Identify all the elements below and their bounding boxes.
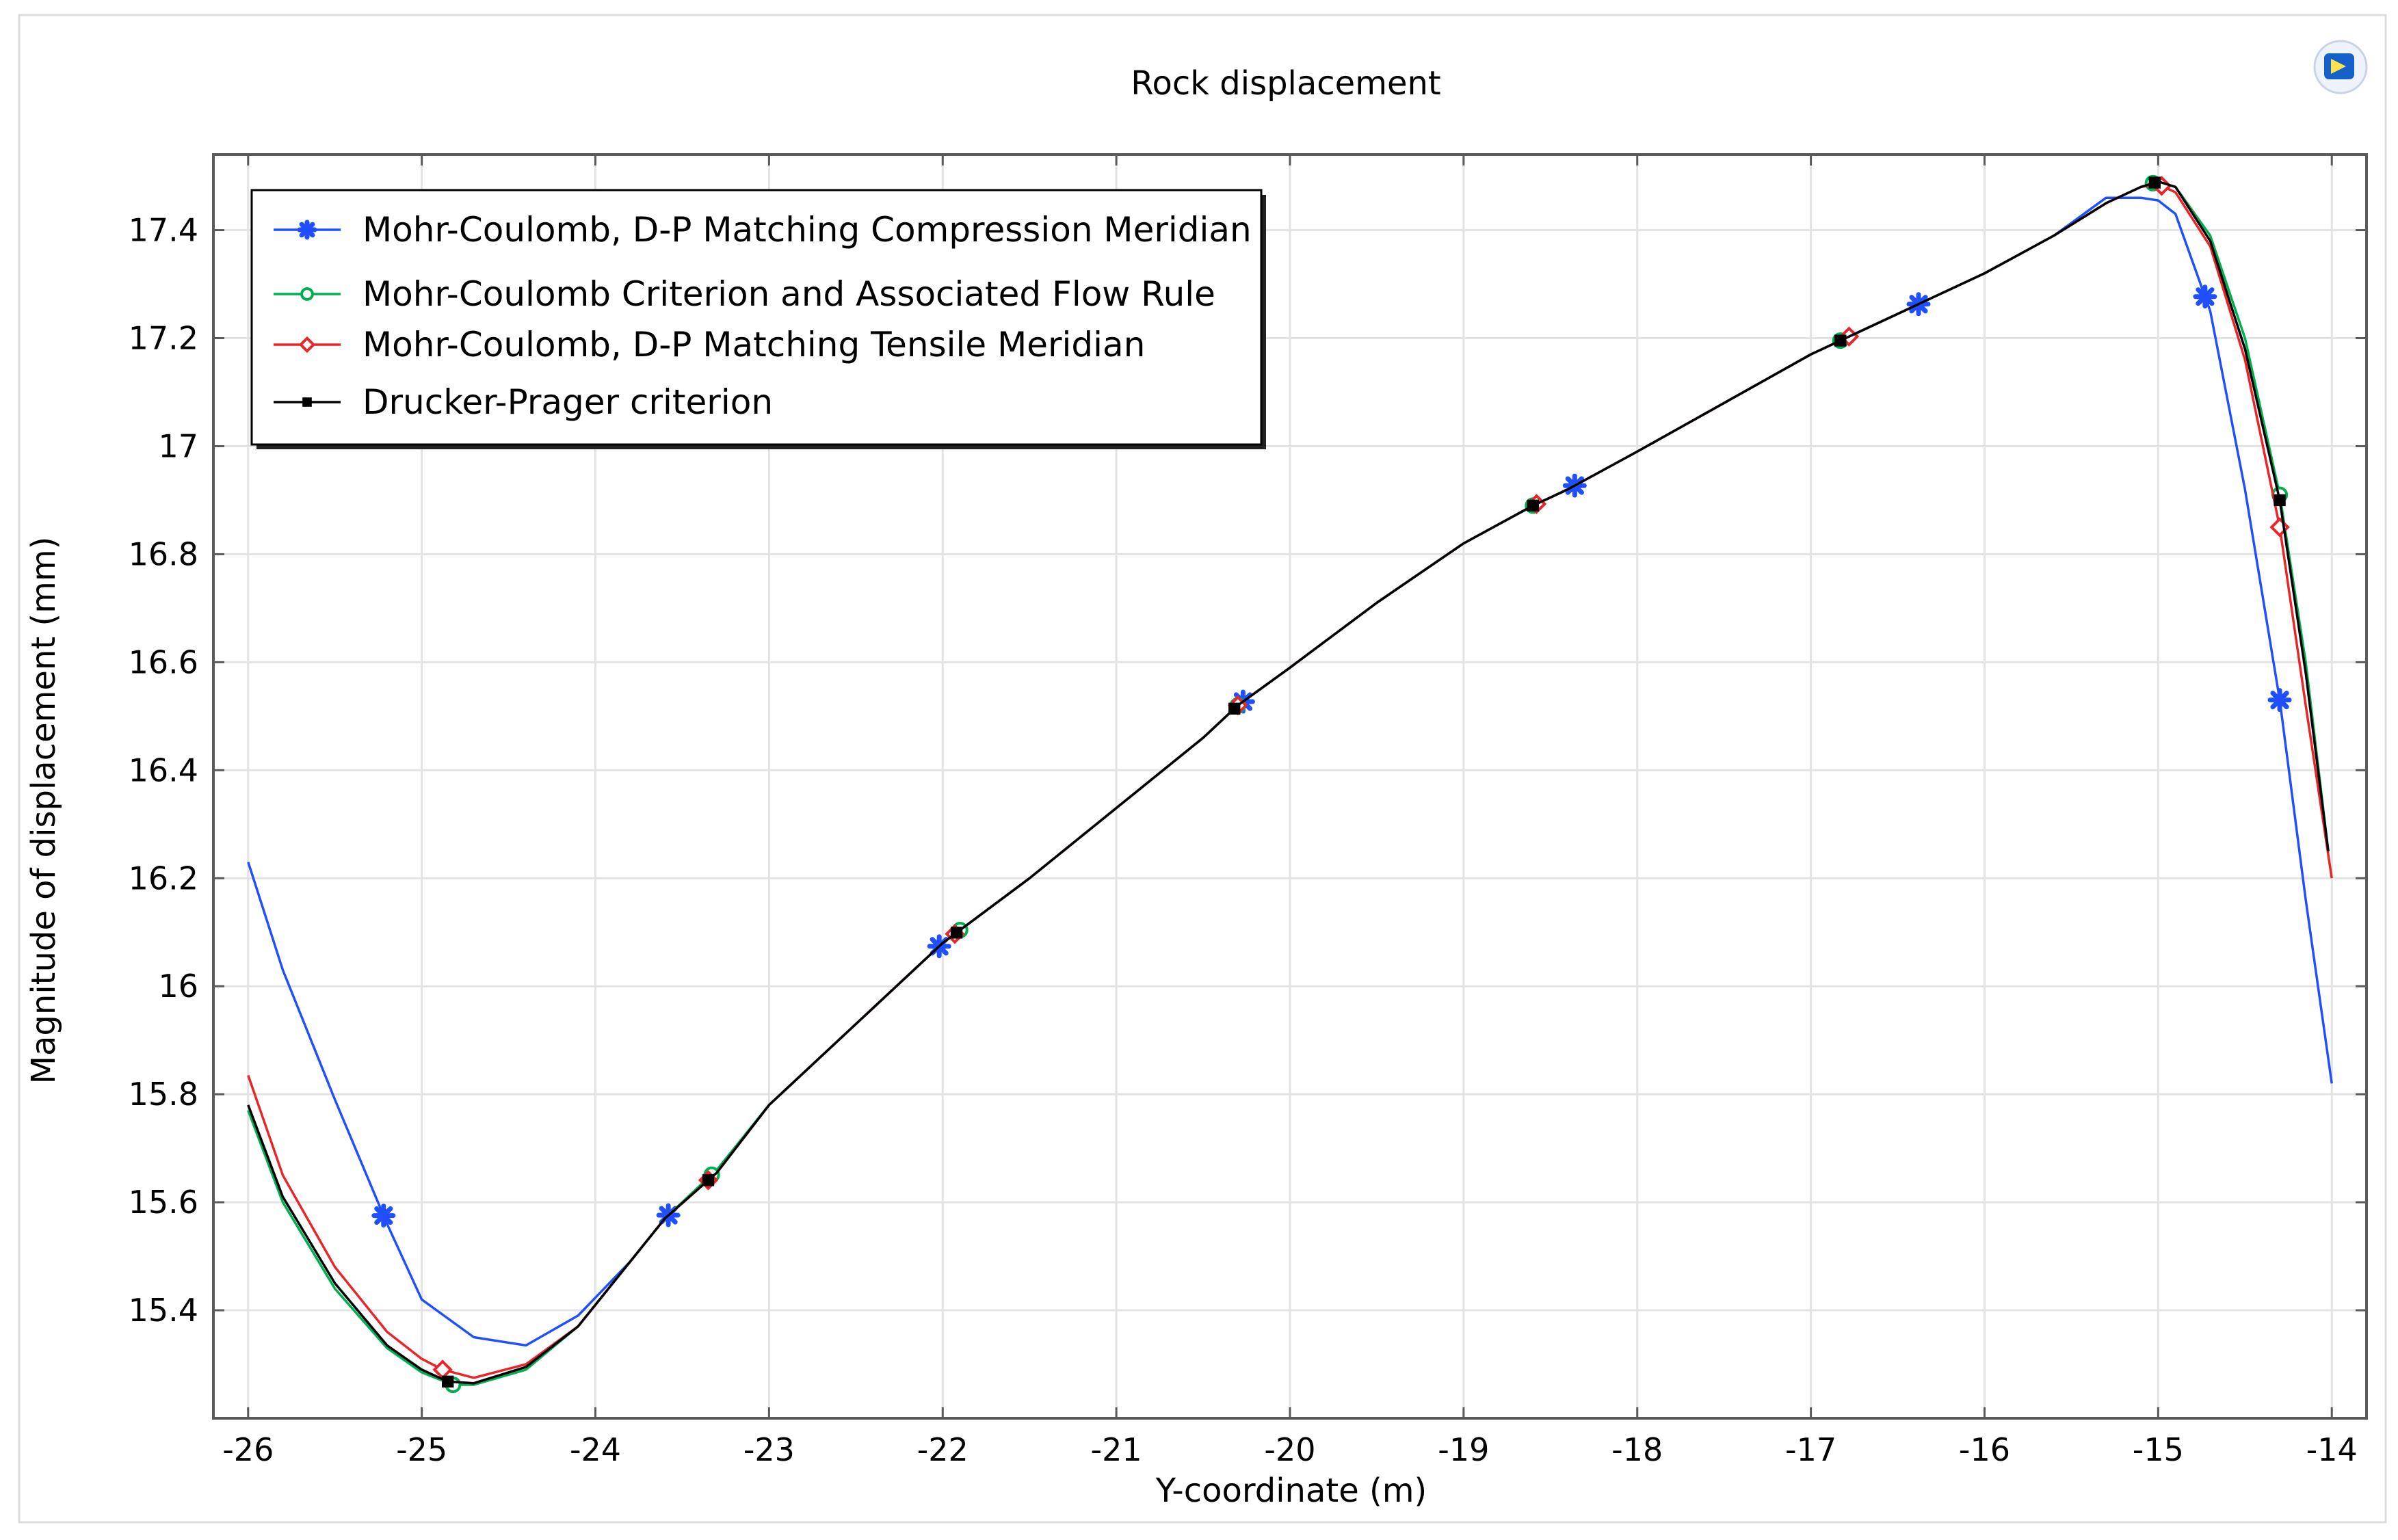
legend: Mohr-Coulomb, D-P Matching Compression M… bbox=[250, 189, 1266, 449]
legend-entry-mohr-coulomb-d-p-matching-compression-meridian: Mohr-Coulomb, D-P Matching Compression M… bbox=[274, 210, 1252, 250]
x-tick-label: -20 bbox=[1264, 1431, 1315, 1468]
marker-star bbox=[297, 220, 317, 240]
x-tick-label: -23 bbox=[743, 1431, 795, 1468]
x-tick-label: -15 bbox=[2133, 1431, 2184, 1468]
legend-box bbox=[250, 189, 1263, 446]
marker-square bbox=[1228, 702, 1241, 715]
y-tick-label: 16.2 bbox=[129, 860, 198, 897]
x-tick-label: -22 bbox=[917, 1431, 969, 1468]
marker-square bbox=[950, 927, 963, 939]
y-tick-label: 17 bbox=[158, 427, 198, 464]
x-tick-label: -17 bbox=[1785, 1431, 1836, 1468]
series-drucker-prager-criterion bbox=[247, 176, 2330, 1388]
y-tick-label: 17.2 bbox=[129, 320, 198, 357]
comsol-logo-icon[interactable] bbox=[2313, 40, 2368, 94]
y-tick-label: 16.6 bbox=[129, 643, 198, 680]
x-tick-label: -16 bbox=[1959, 1431, 2010, 1468]
x-tick-label: -26 bbox=[222, 1431, 274, 1468]
legend-label: Mohr-Coulomb, D-P Matching Tensile Merid… bbox=[363, 325, 1145, 364]
y-tick-label: 16 bbox=[158, 968, 198, 1005]
x-tick-label: -21 bbox=[1091, 1431, 1142, 1468]
y-tick-label: 15.8 bbox=[129, 1076, 198, 1113]
x-tick-label: -19 bbox=[1438, 1431, 1489, 1468]
legend-label: Drucker-Prager criterion bbox=[363, 382, 773, 422]
y-tick-label: 17.4 bbox=[129, 212, 198, 249]
x-axis-label: Y-coordinate (m) bbox=[1155, 1472, 1427, 1510]
marker-square bbox=[702, 1174, 715, 1186]
y-axis-label: Magnitude of displacement (mm) bbox=[25, 537, 63, 1085]
marker-star bbox=[371, 1204, 396, 1228]
chart-title: Rock displacement bbox=[1131, 64, 1441, 103]
marker-square bbox=[2148, 176, 2161, 189]
x-tick-label: -25 bbox=[396, 1431, 447, 1468]
legend-entry-mohr-coulomb-d-p-matching-tensile-meridian: Mohr-Coulomb, D-P Matching Tensile Merid… bbox=[274, 325, 1145, 364]
series-layer bbox=[247, 174, 2333, 1394]
y-tick-label: 16.4 bbox=[129, 752, 198, 788]
axis-layer: -26 -25 -24 -23 -22 -21 -20 -19 -18 -17 -16 -15 -14 1… bbox=[129, 153, 2368, 1468]
marker-star bbox=[2193, 284, 2217, 309]
marker-diamond bbox=[298, 336, 316, 354]
x-tick-label: -18 bbox=[1611, 1431, 1663, 1468]
marker-square bbox=[1527, 499, 1540, 512]
marker-square bbox=[1834, 334, 1847, 347]
marker-star bbox=[2267, 688, 2292, 713]
y-tick-label: 15.6 bbox=[129, 1184, 198, 1221]
x-tick-label: -24 bbox=[570, 1431, 621, 1468]
legend-label: Mohr-Coulomb, D-P Matching Compression M… bbox=[363, 210, 1252, 250]
panel-border bbox=[18, 14, 2387, 1524]
y-tick-label: 15.4 bbox=[129, 1292, 198, 1329]
marker-circle bbox=[300, 287, 314, 301]
marker-square bbox=[302, 397, 312, 407]
y-tick-label: 16.8 bbox=[129, 535, 198, 572]
x-tick-label: -14 bbox=[2306, 1431, 2358, 1468]
marker-square bbox=[2274, 494, 2286, 507]
legend-label: Mohr-Coulomb Criterion and Associated Fl… bbox=[363, 274, 1215, 314]
marker-square bbox=[442, 1375, 454, 1388]
legend-entry-mohr-coulomb-criterion-and-associated-flow-rule: Mohr-Coulomb Criterion and Associated Fl… bbox=[274, 274, 1215, 314]
legend-entry-drucker-prager-criterion: Drucker-Prager criterion bbox=[274, 382, 773, 422]
